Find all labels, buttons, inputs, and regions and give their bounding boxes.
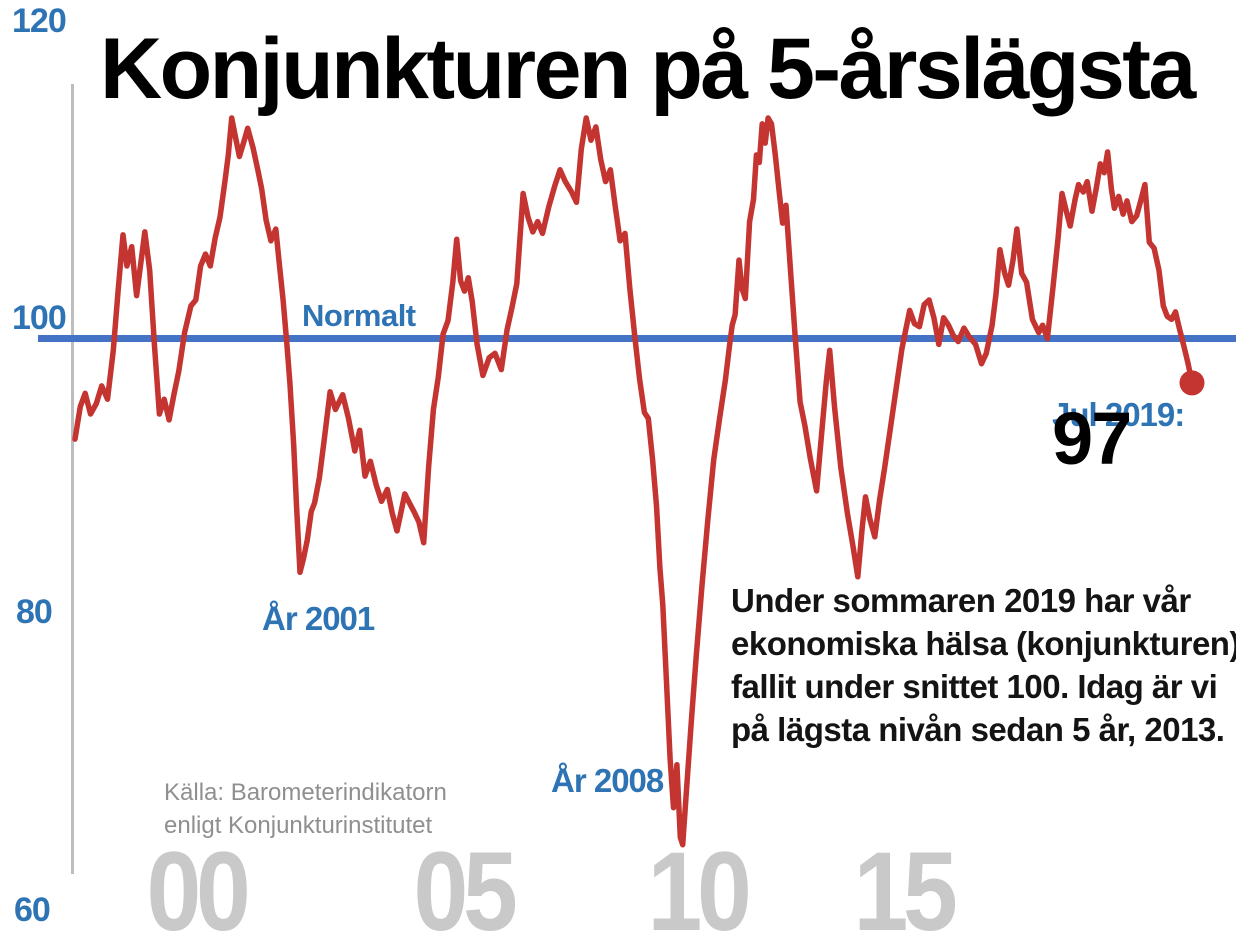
commentary-line: Under sommaren 2019 har vår [731,582,1191,619]
y-tick-120: 120 [12,2,67,40]
latest-value-dot [1179,370,1205,396]
x-tick-2000: 00 [146,829,250,938]
normal-line-label: Normalt [302,298,416,333]
y-tick-80: 80 [16,593,53,631]
x-tick-2010: 10 [647,829,751,938]
source-line-1: Källa: Barometerindikatorn [164,779,447,806]
source-note: Källa: Barometerindikatorn enligt Konjun… [164,776,447,842]
x-tick-2015: 15 [853,829,957,938]
commentary-line: på lägsta nivån sedan 5 år, 2013. [731,711,1225,748]
commentary-line: ekonomiska hälsa (konjunkturen) [731,625,1236,662]
annotation-year-2001: År 2001 [262,600,375,637]
barometer-line-series [72,115,1195,848]
latest-value-label: Jul 2019: [1052,396,1185,433]
commentary-line: fallit under snittet 100. Idag är vi [731,668,1218,705]
source-line-2: enligt Konjunkturinstitutet [164,812,433,839]
annotation-year-2008: År 2008 [551,762,664,799]
y-axis-line [71,84,74,874]
latest-value-number: 97 [1052,397,1132,480]
y-tick-60: 60 [14,891,51,929]
y-tick-100: 100 [12,299,67,337]
commentary-text: Under sommaren 2019 har vår ekonomiska h… [731,579,1236,751]
x-tick-2005: 05 [413,829,517,938]
page-title: Konjunkturen på 5-årslägsta [100,21,1196,117]
